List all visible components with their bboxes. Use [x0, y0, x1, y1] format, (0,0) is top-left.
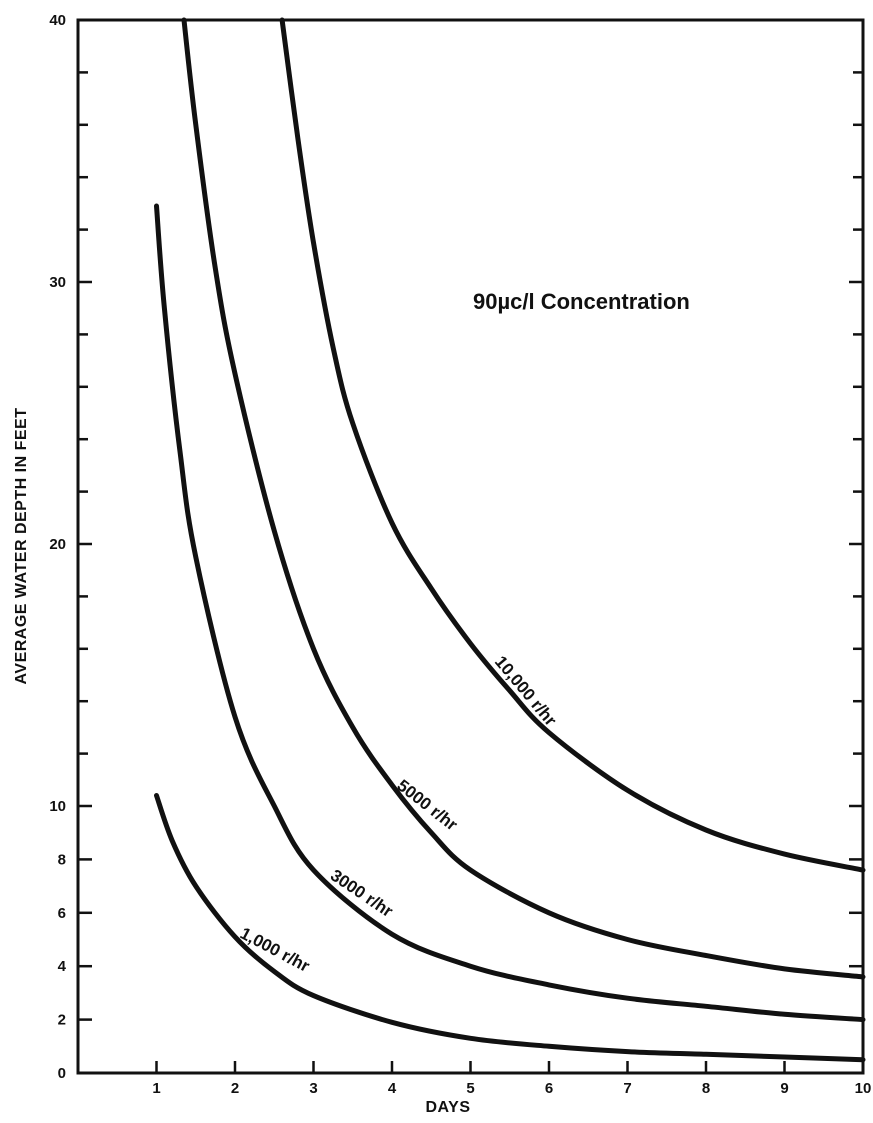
x-tick-label-4: 4: [388, 1080, 397, 1097]
curves: [154, 17, 866, 1063]
y-tick-label-6: 6: [58, 905, 66, 922]
x-tick-label-10: 10: [855, 1080, 872, 1097]
annotation-concentration: 90µc/l Concentration: [473, 289, 690, 314]
y-tick-label-40: 40: [49, 12, 66, 29]
series-line-5000-r-hr: [181, 17, 866, 980]
x-axis-title: DAYS: [426, 1099, 471, 1116]
x-tick-label-2: 2: [231, 1080, 239, 1097]
x-tick-label-6: 6: [545, 1080, 553, 1097]
y-ticks: 0 2 4 6 8 10 20 30 40: [49, 12, 863, 1082]
y-tick-label-4: 4: [58, 958, 67, 975]
y-tick-label-20: 20: [49, 536, 66, 553]
x-tick-label-5: 5: [466, 1080, 474, 1097]
x-tick-label-1: 1: [152, 1080, 160, 1097]
y-tick-label-30: 30: [49, 274, 66, 291]
series-line-3000-r-hr: [154, 203, 866, 1023]
x-tick-label-8: 8: [702, 1080, 710, 1097]
y-tick-label-2: 2: [58, 1012, 66, 1029]
y-axis-title: AVERAGE WATER DEPTH IN FEET: [13, 408, 30, 685]
series-line-1-000-r-hr: [154, 793, 866, 1063]
x-tick-label-9: 9: [780, 1080, 788, 1097]
y-tick-label-8: 8: [58, 851, 66, 868]
x-tick-label-3: 3: [309, 1080, 317, 1097]
y-tick-label-0: 0: [58, 1065, 66, 1082]
series-label-10-000-r-hr: 10,000 r/hr: [491, 652, 560, 730]
series-line-10-000-r-hr: [279, 17, 866, 873]
x-tick-label-7: 7: [623, 1080, 631, 1097]
y-tick-label-10: 10: [49, 798, 66, 815]
x-ticks: 1 2 3 4 5 6 7 8 9 10: [152, 1061, 871, 1097]
